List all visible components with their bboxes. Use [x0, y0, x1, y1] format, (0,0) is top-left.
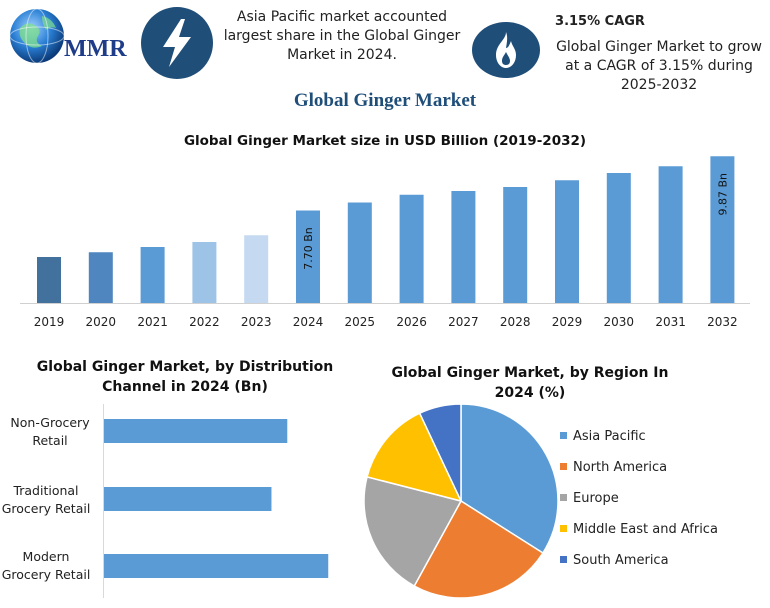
bar-2027: [451, 191, 476, 303]
x-tick-label-2028: 2028: [500, 315, 531, 329]
bar-2019: [37, 257, 61, 303]
lightning-bolt-icon: [141, 7, 213, 79]
x-tick-label-2029: 2029: [552, 315, 583, 329]
bar-2029: [555, 180, 579, 303]
logo-text: MMR: [64, 36, 127, 62]
bar-2031: [658, 166, 683, 303]
data-label-2032: 9.87 Bn: [716, 173, 729, 216]
legend-label: Europe: [573, 491, 619, 506]
legend-item-europe: Europe: [560, 491, 619, 507]
bar-2025: [347, 202, 372, 303]
bar-2021: [140, 247, 165, 303]
bar-2028: [503, 187, 528, 303]
x-tick-label-2023: 2023: [241, 315, 272, 329]
legend-swatch: [560, 494, 567, 501]
pie-slice-3: [366, 412, 463, 503]
market-size-chart-title: Global Ginger Market size in USD Billion…: [183, 133, 587, 149]
x-tick-label-2020: 2020: [86, 315, 117, 329]
legend-item-south-america: South America: [560, 553, 669, 569]
x-tick-label-2021: 2021: [137, 315, 168, 329]
data-label-2024: 7.70 Bn: [302, 227, 315, 270]
legend-label: South America: [573, 553, 669, 568]
legend-swatch: [560, 556, 567, 563]
legend-label: Middle East and Africa: [573, 522, 718, 537]
bar-2024: [296, 210, 320, 303]
hbar-0: [104, 419, 288, 443]
legend-item-north-america: North America: [560, 460, 667, 476]
legend-item-asia-pacific: Asia Pacific: [560, 429, 646, 445]
bar-2022: [192, 242, 217, 303]
callout-right: Global Ginger Market to grow at a CAGR o…: [556, 39, 762, 93]
category-label-modern-grocery: Modern Grocery Retail: [1, 549, 91, 582]
region-chart-title: Global Ginger Market, by Region In 2024 …: [391, 365, 669, 401]
cagr-title: 3.15% CAGR: [555, 14, 645, 29]
legend-swatch: [560, 525, 567, 532]
x-tick-label-2022: 2022: [189, 315, 220, 329]
flame-icon: [472, 22, 540, 78]
x-tick-label-2027: 2027: [448, 315, 479, 329]
legend-item-middle-east-africa: Middle East and Africa: [560, 522, 718, 538]
bar-2030: [606, 173, 631, 303]
x-tick-label-2019: 2019: [34, 315, 65, 329]
bar-2032: [710, 156, 735, 303]
mmr-logo: MMR: [6, 6, 136, 68]
hbar-2: [104, 554, 329, 578]
pie-slice-1: [413, 499, 544, 599]
x-tick-label-2030: 2030: [604, 315, 635, 329]
pie-slice-2: [363, 475, 463, 588]
x-tick-label-2024: 2024: [293, 315, 324, 329]
x-tick-label-2031: 2031: [655, 315, 686, 329]
category-label-non-grocery: Non-Grocery Retail: [10, 415, 90, 448]
hbar-1: [104, 487, 272, 511]
bar-2023: [244, 235, 269, 303]
x-tick-label-2025: 2025: [345, 315, 376, 329]
callout-left: Asia Pacific market accounted largest sh…: [223, 9, 461, 63]
pie-slice-4: [418, 403, 462, 502]
category-label-traditional-grocery: Traditional Grocery Retail: [1, 483, 91, 516]
page-title: Global Ginger Market: [293, 90, 477, 111]
x-tick-label-2032: 2032: [707, 315, 738, 329]
distribution-chart-title: Global Ginger Market, by Distribution Ch…: [36, 359, 334, 395]
legend-swatch: [560, 432, 567, 439]
legend-label: North America: [573, 460, 668, 475]
legend-label: Asia Pacific: [573, 429, 646, 444]
x-tick-label-2026: 2026: [396, 315, 427, 329]
bar-2026: [399, 194, 424, 303]
legend-swatch: [560, 463, 567, 470]
bar-2020: [88, 252, 113, 303]
